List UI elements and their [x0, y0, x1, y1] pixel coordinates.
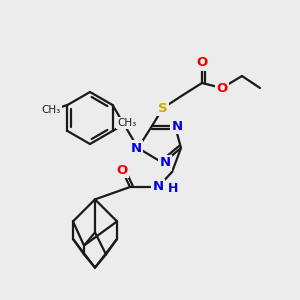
Text: CH₃: CH₃ [42, 105, 61, 115]
Text: N: N [130, 142, 142, 154]
Text: O: O [116, 164, 128, 176]
Text: O: O [196, 56, 208, 70]
Text: O: O [216, 82, 228, 94]
Text: S: S [158, 101, 168, 115]
Text: N: N [171, 119, 183, 133]
Text: H: H [168, 182, 178, 194]
Text: CH₃: CH₃ [117, 118, 136, 128]
Text: N: N [159, 157, 171, 169]
Text: N: N [152, 181, 164, 194]
